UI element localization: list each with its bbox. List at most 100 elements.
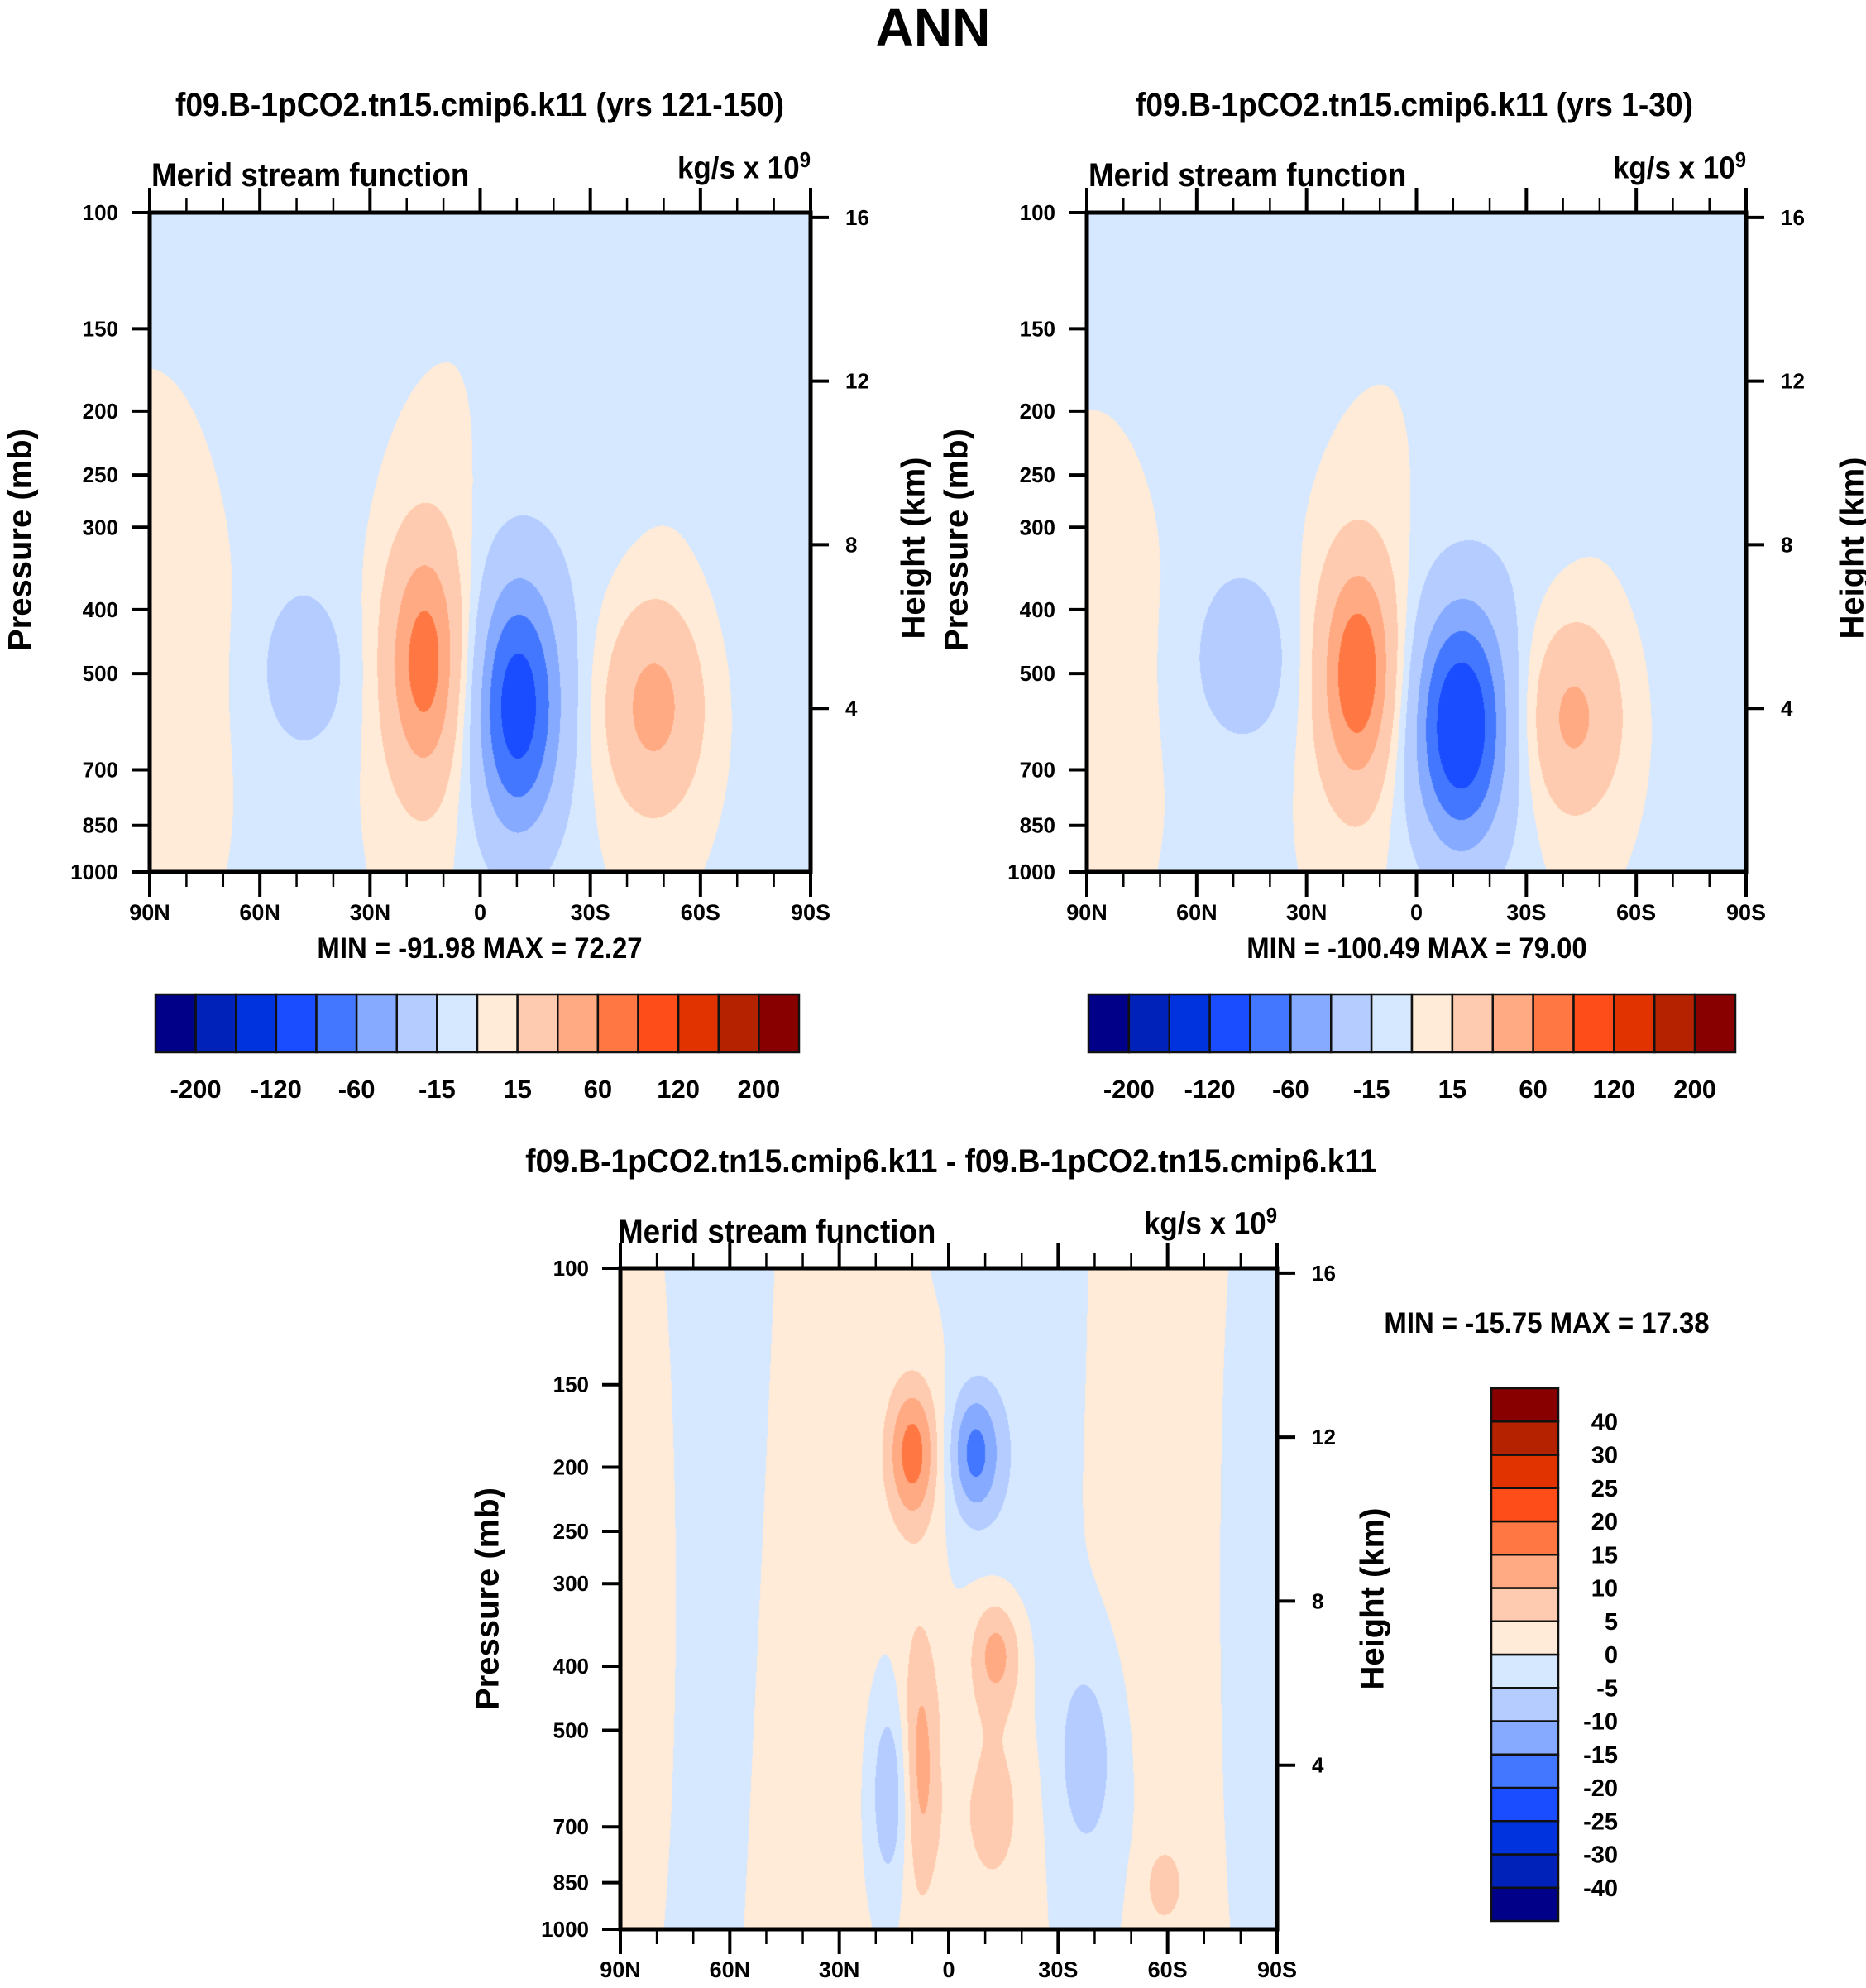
colorbar-box [275, 993, 318, 1054]
colorbar-label: 30 [1591, 1443, 1618, 1469]
colorbar-label: -15 [1583, 1742, 1618, 1769]
colorbar-label: 0 [1605, 1642, 1618, 1669]
units-text: kg/s x 10 [1612, 151, 1735, 186]
x-tick-label: 60N [1176, 900, 1218, 925]
x-tick-label: 0 [474, 900, 486, 925]
axes: 90N 60N 30N 0 30S 60S 90S 100 150 200 250 300 400 500… [1007, 188, 1805, 925]
y-tick-label: 1000 [1007, 860, 1055, 884]
y2-tick-label: 8 [1312, 1588, 1323, 1613]
y2-tick-label: 4 [1781, 696, 1793, 721]
colorbar-box [1490, 1687, 1560, 1722]
colorbar-box [1490, 1454, 1560, 1489]
colorbar-label: 25 [1591, 1476, 1618, 1502]
x-tick-label: 30S [571, 900, 610, 925]
colorbar-box [1572, 993, 1615, 1054]
colorbar-box [1490, 1620, 1560, 1656]
y2-tick-label: 12 [845, 369, 869, 394]
colorbar-box [1490, 1520, 1560, 1556]
y-tick-label: 850 [1020, 813, 1055, 838]
y2-axis-title: Height (km) [1834, 457, 1866, 640]
colorbar-label: -200 [170, 1075, 222, 1104]
y2-tick-label: 8 [1781, 532, 1792, 557]
colorbar-box [1490, 1420, 1560, 1456]
min-max-stats: MIN = -91.98 MAX = 72.27 [317, 932, 643, 965]
colorbar-box [717, 993, 760, 1054]
colorbar-label: -120 [251, 1075, 302, 1104]
y-tick-label: 700 [553, 1814, 589, 1839]
colorbar-box [1490, 1753, 1560, 1789]
colorbar-box [1490, 1786, 1560, 1823]
y-tick-label: 250 [83, 462, 118, 487]
colorbar-box [194, 993, 237, 1054]
colorbar-box [557, 993, 600, 1054]
colorbar-box [315, 993, 358, 1054]
colorbar-box [1087, 993, 1131, 1054]
x-tick-label: 30S [1038, 1957, 1078, 1982]
y2-tick-label: 8 [845, 532, 857, 557]
colorbar-label: -30 [1583, 1842, 1618, 1869]
colorbar-label: 60 [1519, 1075, 1547, 1104]
colorbar-label: 5 [1605, 1609, 1618, 1636]
colorbar-label: -60 [338, 1075, 376, 1104]
colorbar-label: -120 [1184, 1075, 1236, 1104]
x-tick-label: 90S [1726, 900, 1766, 925]
y-tick-label: 850 [553, 1871, 589, 1895]
colorbar-box [1490, 1387, 1560, 1423]
colorbar-box [1490, 1554, 1560, 1589]
y-tick-label: 500 [553, 1717, 589, 1742]
colorbar-box [1491, 993, 1534, 1054]
contour-field [150, 213, 811, 872]
colorbar-box [1208, 993, 1251, 1054]
colorbar-label: 10 [1591, 1576, 1618, 1602]
x-tick-label: 60N [710, 1957, 751, 1982]
colorbar-label: 120 [657, 1075, 700, 1104]
y2-tick-label: 16 [845, 205, 869, 230]
colorbar-box [1410, 993, 1454, 1054]
panel-title: f09.B-1pCO2.tn15.cmip6.k11 (yrs 1-30) [1135, 87, 1694, 123]
y-tick-label: 100 [553, 1256, 589, 1281]
colorbar-label: 60 [584, 1075, 612, 1104]
colorbar-box [355, 993, 398, 1054]
colorbar-label: -15 [419, 1075, 456, 1104]
x-tick-label: 0 [942, 1957, 955, 1982]
colorbar-box [1490, 1653, 1560, 1689]
colorbar-label: -20 [1583, 1775, 1618, 1802]
colorbar-box [1613, 993, 1656, 1054]
y2-tick-label: 4 [1312, 1753, 1324, 1778]
panel-title: f09.B-1pCO2.tn15.cmip6.k11 (yrs 121-150) [175, 87, 785, 123]
x-tick-label: 30N [350, 900, 391, 925]
colorbar-label: 200 [1673, 1075, 1716, 1104]
units-string: kg/s x 109 [1064, 1203, 1277, 1243]
x-tick-label: 60S [1616, 900, 1656, 925]
x-tick-label: 60N [239, 900, 280, 925]
y2-tick-label: 4 [845, 696, 858, 721]
colorbar-box [395, 993, 438, 1054]
y-tick-label: 200 [1020, 399, 1055, 424]
colorbar-box [1249, 993, 1292, 1054]
y-tick-label: 200 [553, 1455, 589, 1480]
colorbar-box [1693, 993, 1737, 1054]
colorbar-box [1490, 1820, 1560, 1856]
colorbar-label: -15 [1353, 1075, 1390, 1104]
units-exponent: 9 [1266, 1203, 1277, 1228]
min-max-stats: MIN = -15.75 MAX = 17.38 [1384, 1307, 1710, 1339]
colorbar-box [637, 993, 680, 1054]
y2-axis-title: Height (km) [895, 457, 932, 640]
left-string: Merid stream function [1088, 157, 1407, 194]
y-tick-label: 150 [553, 1372, 589, 1397]
colorbar-box [1168, 993, 1211, 1054]
x-tick-label: 90N [600, 1957, 641, 1982]
y-tick-label: 400 [83, 597, 118, 622]
x-tick-label: 60S [681, 900, 720, 925]
units-string: kg/s x 109 [597, 147, 811, 187]
colorbar-box [436, 993, 479, 1054]
axes: 90N 60N 30N 0 30S 60S 90S 100 150 200 250 300 400 500… [541, 1243, 1336, 1982]
y-tick-label: 400 [553, 1654, 589, 1679]
x-tick-label: 30S [1506, 900, 1546, 925]
y-tick-label: 100 [83, 200, 118, 225]
colorbar-label: 40 [1591, 1409, 1618, 1435]
x-tick-label: 60S [1148, 1957, 1188, 1982]
colorbar-box [1127, 993, 1170, 1054]
y-tick-label: 300 [83, 515, 118, 539]
colorbar-label: 15 [503, 1075, 531, 1104]
